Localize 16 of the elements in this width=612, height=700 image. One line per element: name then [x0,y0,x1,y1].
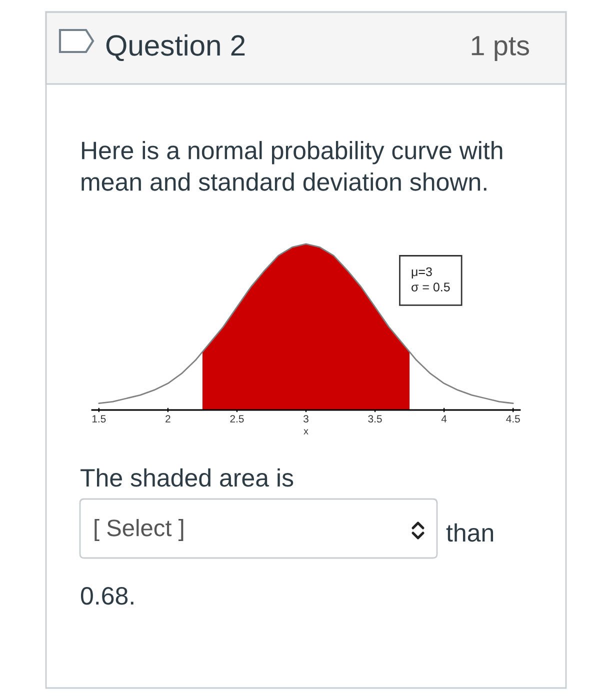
chart-subtitle: Here is a normal probability curve with mean and standard deviation shown. [82,141,502,191]
x-axis-title: x [304,429,308,434]
x-tick-label: 4.5 [506,415,520,423]
chart-title: Question 2 [106,34,245,62]
text: 1 pts [472,36,529,61]
x-tick-label: 2 [166,415,170,422]
x-tick-label: 3.5 [368,415,382,423]
text: [ Select ] [94,518,184,542]
text: The shaded area is [80,468,294,487]
annotation: μ=3 σ = 0.5 [412,267,450,292]
x-tick-label: 1.5 [92,415,106,423]
x-tick-label: 3 [304,415,308,423]
text: 0.68. [80,587,134,605]
text: than [446,523,494,542]
x-tick-label: 4 [441,415,447,422]
x-tick-label: 2.5 [230,415,244,423]
